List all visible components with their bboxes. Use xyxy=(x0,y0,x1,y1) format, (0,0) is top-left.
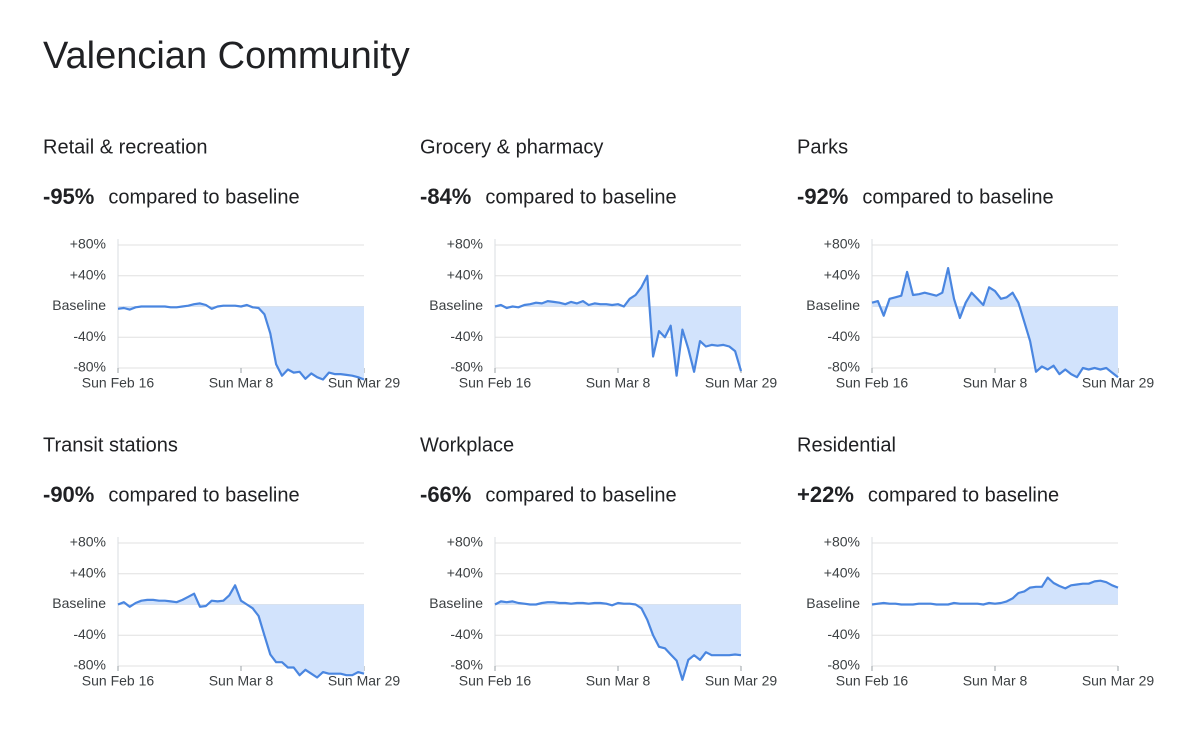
x-tick-label: Sun Mar 29 xyxy=(1082,673,1155,689)
x-tick-label: Sun Mar 8 xyxy=(209,375,274,391)
chart-title: Transit stations xyxy=(43,434,178,456)
chart-title: Retail & recreation xyxy=(43,136,208,158)
y-tick-label: Baseline xyxy=(806,595,860,611)
y-tick-label: +80% xyxy=(70,236,106,252)
chart-subtitle: compared to baseline xyxy=(108,186,299,208)
y-tick-label: +80% xyxy=(447,236,483,252)
chart-title: Residential xyxy=(797,434,896,456)
x-tick-label: Sun Feb 16 xyxy=(82,375,155,391)
area xyxy=(118,303,364,380)
line xyxy=(871,267,1119,379)
x-tick-label: Sun Mar 8 xyxy=(209,673,274,689)
chart-subtitle: compared to baseline xyxy=(108,484,299,506)
area xyxy=(118,585,364,678)
chart-title: Grocery & pharmacy xyxy=(420,136,603,158)
headline-value: -92% xyxy=(797,184,848,209)
line xyxy=(494,274,743,377)
y-tick-label: -80% xyxy=(827,359,860,375)
y-tick-label: -80% xyxy=(827,657,860,673)
area xyxy=(495,601,741,680)
line xyxy=(117,302,365,381)
headline-value: -84% xyxy=(420,184,471,209)
y-tick-label: +80% xyxy=(824,236,860,252)
x-tick-label: Sun Mar 8 xyxy=(586,375,651,391)
y-tick-label: -80% xyxy=(450,657,483,673)
y-tick-label: Baseline xyxy=(806,297,860,313)
chart-subtitle: compared to baseline xyxy=(485,186,676,208)
y-tick-label: +40% xyxy=(447,564,483,580)
x-tick-label: Sun Mar 8 xyxy=(963,375,1028,391)
x-tick-label: Sun Feb 16 xyxy=(459,375,532,391)
chart-subtitle: compared to baseline xyxy=(868,484,1059,506)
y-tick-label: -40% xyxy=(450,328,483,344)
y-tick-label: +40% xyxy=(70,564,106,580)
y-tick-label: -40% xyxy=(827,626,860,642)
x-tick-label: Sun Mar 8 xyxy=(963,673,1028,689)
x-tick-label: Sun Mar 29 xyxy=(1082,375,1155,391)
x-tick-label: Sun Feb 16 xyxy=(836,673,909,689)
chart-title: Parks xyxy=(797,136,848,158)
x-tick-label: Sun Feb 16 xyxy=(82,673,155,689)
headline-value: +22% xyxy=(797,482,854,507)
y-tick-label: +40% xyxy=(447,266,483,282)
x-tick-label: Sun Feb 16 xyxy=(459,673,532,689)
y-tick-label: -80% xyxy=(73,657,106,673)
area xyxy=(495,275,741,376)
page-title: Valencian Community xyxy=(43,35,410,77)
y-tick-label: +40% xyxy=(824,266,860,282)
area xyxy=(872,268,1118,378)
x-tick-label: Sun Mar 29 xyxy=(328,375,401,391)
line xyxy=(117,584,365,679)
y-tick-label: +80% xyxy=(447,534,483,550)
y-tick-label: -40% xyxy=(73,626,106,642)
x-tick-label: Sun Mar 29 xyxy=(705,673,778,689)
x-tick-label: Sun Feb 16 xyxy=(836,375,909,391)
y-tick-label: -80% xyxy=(73,359,106,375)
y-tick-label: -40% xyxy=(73,328,106,344)
y-tick-label: +80% xyxy=(70,534,106,550)
y-tick-label: Baseline xyxy=(52,297,106,313)
y-tick-label: +40% xyxy=(70,266,106,282)
y-tick-label: Baseline xyxy=(429,595,483,611)
area xyxy=(872,577,1118,605)
headline-value: -66% xyxy=(420,482,471,507)
y-tick-label: Baseline xyxy=(429,297,483,313)
y-tick-label: -40% xyxy=(827,328,860,344)
y-tick-label: -80% xyxy=(450,359,483,375)
chart-subtitle: compared to baseline xyxy=(862,186,1053,208)
y-tick-label: -40% xyxy=(450,626,483,642)
chart-title: Workplace xyxy=(420,434,514,456)
x-tick-label: Sun Mar 8 xyxy=(586,673,651,689)
headline-value: -90% xyxy=(43,482,94,507)
line xyxy=(871,576,1119,606)
y-tick-label: +40% xyxy=(824,564,860,580)
y-tick-label: Baseline xyxy=(52,595,106,611)
y-tick-label: +80% xyxy=(824,534,860,550)
x-tick-label: Sun Mar 29 xyxy=(328,673,401,689)
x-tick-label: Sun Mar 29 xyxy=(705,375,778,391)
chart-subtitle: compared to baseline xyxy=(485,484,676,506)
line xyxy=(494,600,742,681)
headline-value: -95% xyxy=(43,184,94,209)
